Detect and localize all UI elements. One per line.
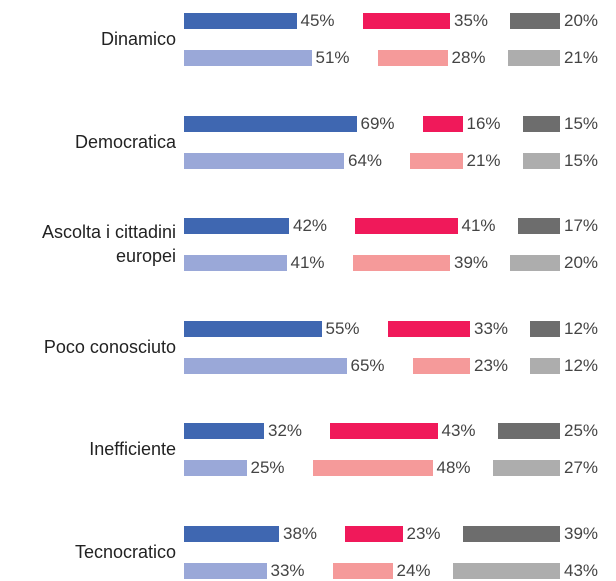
bar	[422, 115, 463, 132]
value-label: 21%	[564, 48, 599, 67]
value-label: 23%	[406, 523, 441, 543]
category-label: Ascolta i cittadini europei	[41, 222, 176, 266]
category-label: Democratica	[74, 131, 176, 152]
bar	[352, 255, 450, 271]
bar	[184, 562, 267, 579]
bar	[362, 13, 450, 29]
value-label: 51%	[315, 48, 350, 67]
bar	[184, 255, 287, 271]
bar	[332, 562, 393, 579]
value-label: 27%	[564, 458, 599, 477]
value-label: 25%	[564, 421, 599, 440]
bar	[184, 423, 264, 439]
bar	[184, 460, 247, 476]
bar	[184, 115, 357, 132]
bar	[312, 460, 433, 476]
value-label: 17%	[564, 216, 599, 235]
bar	[452, 562, 560, 579]
bar	[377, 50, 448, 66]
value-label: 38%	[283, 523, 318, 543]
bar	[184, 320, 322, 337]
bar	[522, 152, 560, 169]
value-label: 41%	[461, 216, 496, 235]
bar	[355, 218, 458, 234]
value-label: 55%	[325, 318, 360, 338]
value-label: 15%	[564, 150, 599, 170]
value-label: 20%	[564, 253, 599, 272]
value-label: 35%	[454, 11, 489, 30]
bar	[184, 13, 297, 29]
value-label: 16%	[466, 113, 501, 133]
value-label: 41%	[290, 253, 325, 272]
bar	[184, 525, 279, 542]
value-label: 39%	[454, 253, 489, 272]
value-label: 21%	[466, 150, 501, 170]
bar	[510, 255, 560, 271]
value-label: 43%	[564, 560, 599, 580]
value-label: 15%	[564, 113, 599, 133]
bar	[510, 13, 560, 29]
bar	[507, 50, 560, 66]
bar	[492, 460, 560, 476]
category-label: Dinamico	[100, 29, 176, 49]
bar	[517, 218, 560, 234]
bar	[410, 152, 463, 169]
bar	[184, 50, 312, 66]
value-label: 20%	[564, 11, 599, 30]
value-label: 25%	[250, 458, 285, 477]
category-label: Tecnocratico	[74, 541, 176, 562]
bar	[412, 357, 470, 374]
value-label: 43%	[441, 421, 476, 440]
value-label: 24%	[396, 560, 431, 580]
bar	[184, 357, 347, 374]
bar	[345, 525, 403, 542]
value-label: 12%	[564, 318, 599, 338]
bar	[522, 115, 560, 132]
value-label: 65%	[350, 355, 385, 375]
bar	[184, 152, 344, 169]
value-label: 39%	[564, 523, 599, 543]
bar	[462, 525, 560, 542]
value-label: 23%	[474, 355, 509, 375]
value-label: 12%	[564, 355, 599, 375]
bar	[184, 218, 289, 234]
bar	[387, 320, 470, 337]
value-label: 64%	[348, 150, 383, 170]
bar	[530, 357, 560, 374]
value-label: 32%	[268, 421, 303, 440]
value-label: 69%	[360, 113, 395, 133]
bar	[330, 423, 438, 439]
category-label: Inefficiente	[89, 439, 176, 459]
value-label: 33%	[474, 318, 509, 338]
value-label: 45%	[300, 11, 335, 30]
value-label: 42%	[293, 216, 328, 235]
bar	[497, 423, 560, 439]
bar	[530, 320, 560, 337]
value-label: 48%	[436, 458, 471, 477]
value-label: 33%	[270, 560, 305, 580]
value-label: 28%	[451, 48, 486, 67]
category-label: Poco conosciuto	[43, 336, 176, 357]
